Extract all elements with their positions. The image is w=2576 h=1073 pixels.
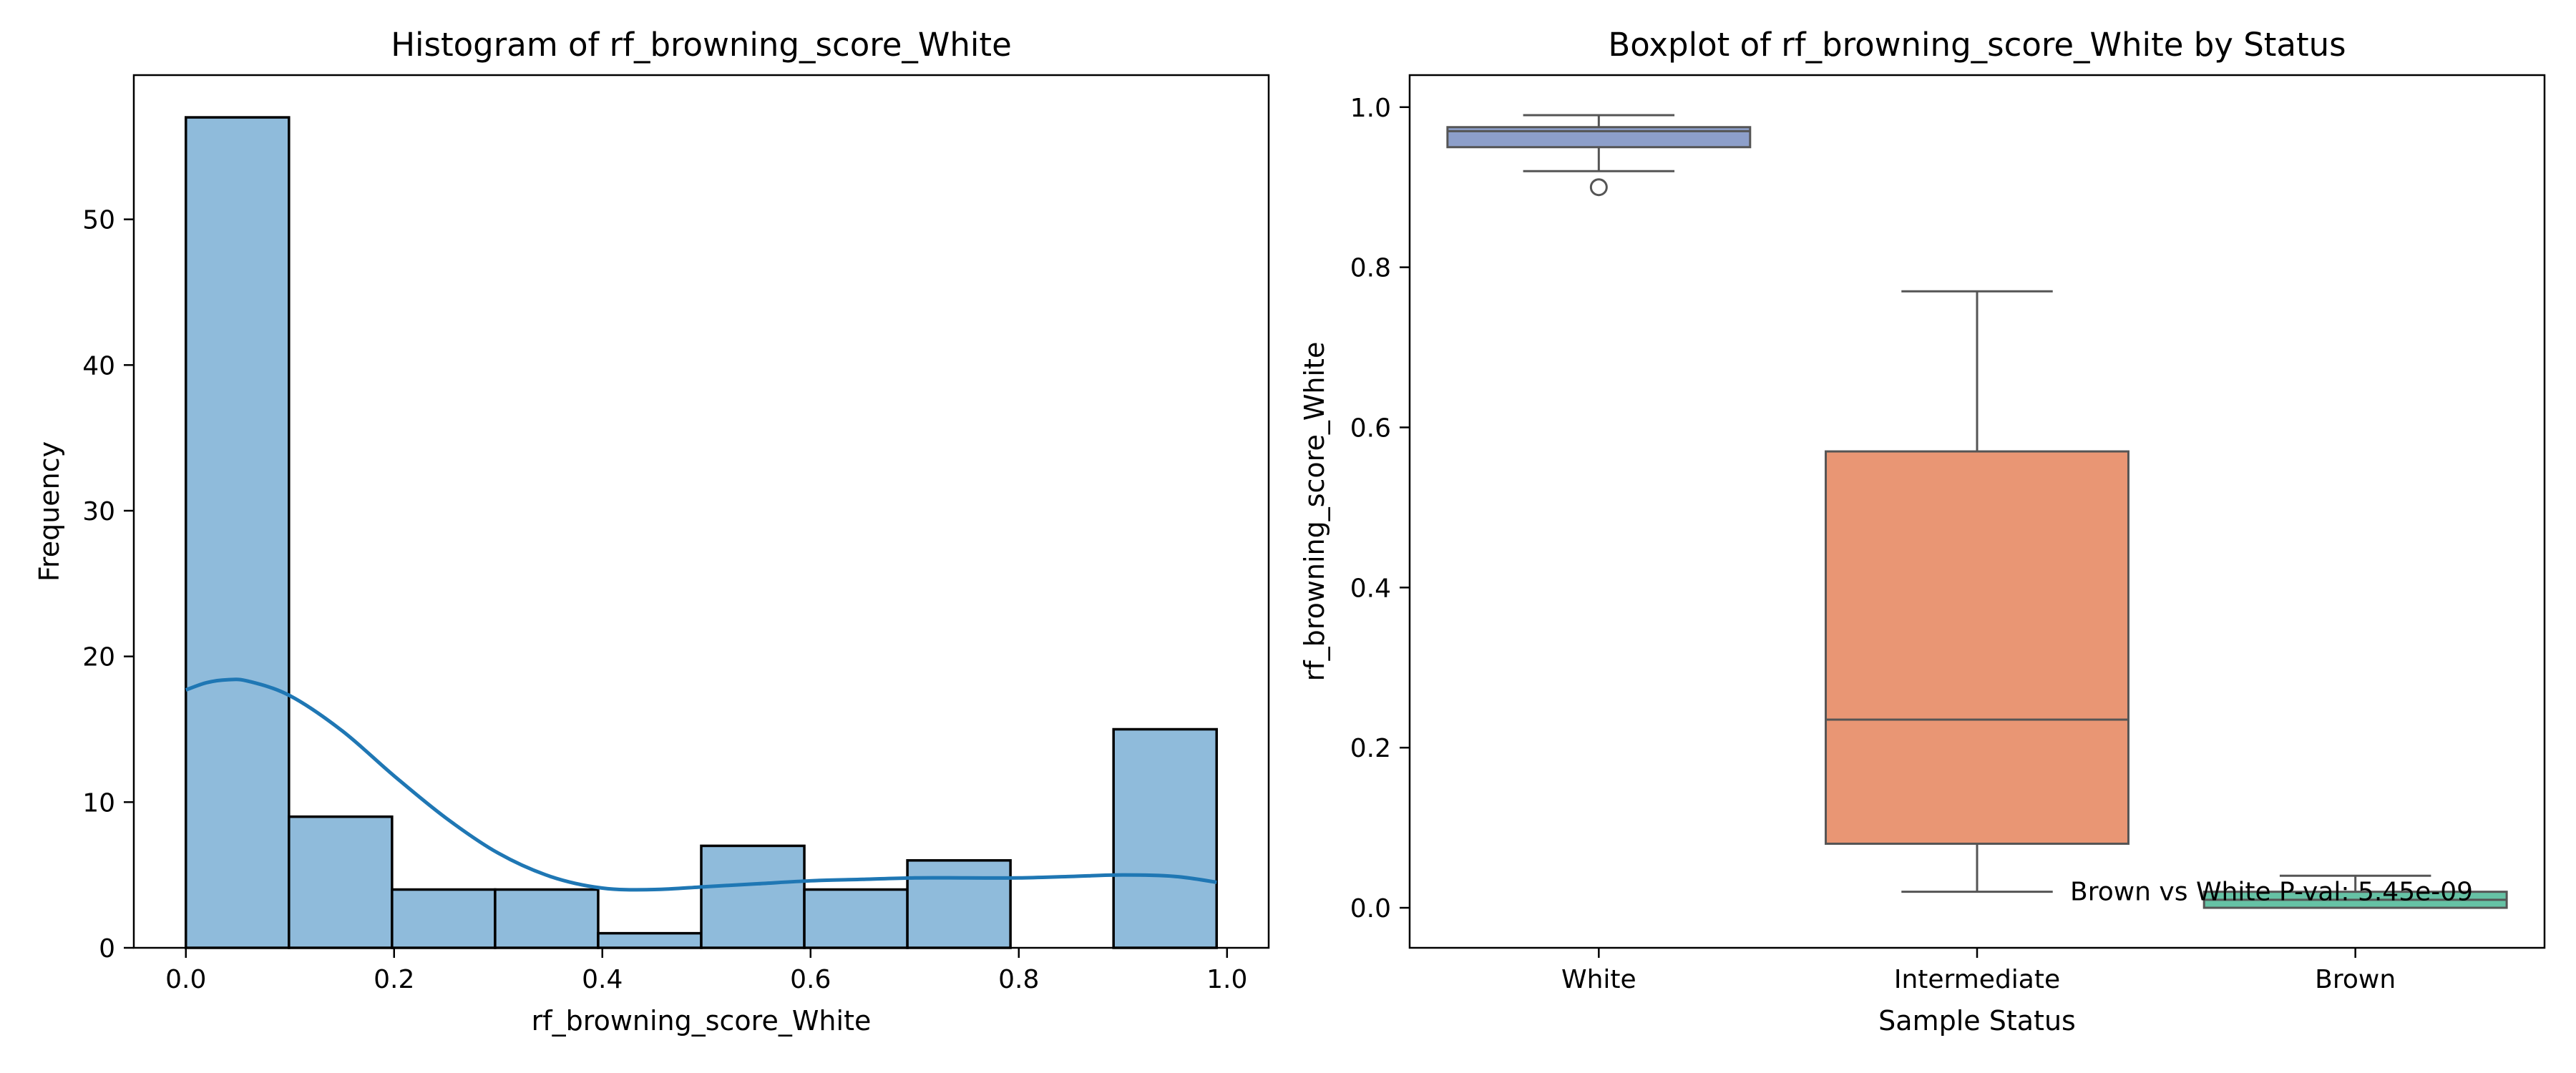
histogram-y-tick-label: 20 <box>82 643 115 672</box>
histogram-bar <box>185 116 291 949</box>
histogram-x-axis-label: rf_browning_score_White <box>532 1005 872 1037</box>
histogram-bar <box>494 888 600 949</box>
boxplot-y-tick-label: 0.0 <box>1350 894 1391 923</box>
histogram-x-tick-label: 1.0 <box>1206 965 1247 994</box>
boxplot-boxes <box>1446 114 2508 909</box>
boxplot-y-tick-label: 0.2 <box>1350 734 1391 763</box>
p-value-annotation: Brown vs White P-val: 5.45e-09 <box>2070 878 2473 907</box>
boxplot-y-axis-label: rf_browning_score_White <box>1299 342 1330 682</box>
histogram-x-tick-label: 0.2 <box>374 965 414 994</box>
histogram-bars <box>185 116 1218 949</box>
boxplot-x-ticks: White Intermediate Brown <box>1561 948 2396 994</box>
boxplot-y-tick-label: 0.8 <box>1350 254 1391 283</box>
histogram-x-tick-label: 0.0 <box>165 965 206 994</box>
histogram-bar <box>700 844 806 949</box>
histogram-y-tick-label: 50 <box>82 206 115 235</box>
histogram-bar <box>288 815 394 949</box>
histogram-title: Histogram of rf_browning_score_White <box>391 26 1012 64</box>
boxplot-x-tick-label: White <box>1561 965 1636 994</box>
box-intermediate <box>1825 450 2129 845</box>
histogram-bar <box>597 931 703 949</box>
histogram-bar <box>391 888 497 949</box>
histogram-y-tick-label: 40 <box>82 351 115 381</box>
histogram-x-ticks: 0.0 0.2 0.4 0.6 0.8 1.0 <box>165 948 1247 994</box>
histogram-y-tick-label: 10 <box>82 788 115 818</box>
kde-curve <box>185 677 1217 892</box>
histogram-panel: Histogram of rf_browning_score_White 0.0… <box>34 26 1270 1037</box>
histogram-x-tick-label: 0.8 <box>998 965 1039 994</box>
histogram-y-tick-label: 0 <box>99 934 115 964</box>
histogram-bar <box>803 888 909 949</box>
boxplot-y-tick-label: 1.0 <box>1350 94 1391 123</box>
histogram-x-tick-label: 0.4 <box>582 965 623 994</box>
box-outlier-point <box>1589 178 1608 197</box>
boxplot-x-tick-label: Intermediate <box>1894 965 2060 994</box>
boxplot-y-tick-label: 0.6 <box>1350 413 1391 443</box>
boxplot-panel: Boxplot of rf_browning_score_White by St… <box>1299 26 2546 1037</box>
boxplot-title: Boxplot of rf_browning_score_White by St… <box>1608 26 2346 64</box>
boxplot-x-axis-label: Sample Status <box>1878 1005 2076 1037</box>
histogram-y-ticks: 0 10 20 30 40 50 <box>82 206 134 964</box>
histogram-y-tick-label: 30 <box>82 497 115 526</box>
histogram-y-axis-label: Frequency <box>34 441 65 582</box>
histogram-bar <box>906 859 1012 949</box>
histogram-x-tick-label: 0.6 <box>790 965 831 994</box>
boxplot-y-tick-label: 0.4 <box>1350 574 1391 603</box>
histogram-bar <box>1112 727 1218 949</box>
boxplot-x-tick-label: Brown <box>2315 965 2396 994</box>
boxplot-y-ticks: 0.0 0.2 0.4 0.6 0.8 1.0 <box>1350 94 1410 923</box>
